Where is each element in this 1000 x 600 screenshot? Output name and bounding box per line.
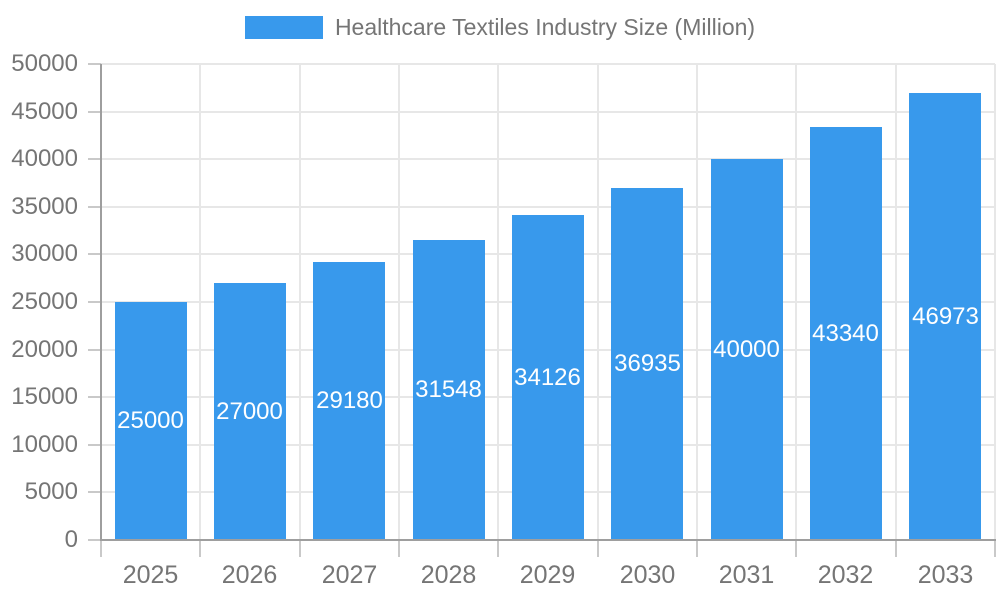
bar-value-label: 46973	[912, 303, 979, 330]
bar-value-label: 29180	[316, 387, 383, 414]
bar-value-label: 34126	[514, 364, 581, 391]
v-gridline	[199, 64, 201, 540]
y-axis-tick	[88, 253, 101, 255]
y-axis-label: 45000	[11, 98, 78, 125]
y-axis-label: 50000	[11, 50, 78, 77]
bar-value-label: 25000	[117, 407, 184, 434]
y-axis-label: 40000	[11, 145, 78, 172]
v-gridline	[497, 64, 499, 540]
bar-value-label: 31548	[415, 376, 482, 403]
y-axis-tick	[88, 301, 101, 303]
y-axis-label: 0	[64, 526, 78, 553]
v-gridline	[895, 64, 897, 540]
x-axis-label: 2033	[917, 561, 974, 589]
x-axis-tick	[895, 540, 897, 557]
legend-label: Healthcare Textiles Industry Size (Milli…	[334, 14, 756, 40]
x-axis-label: 2026	[221, 561, 278, 589]
bar[interactable]	[214, 283, 286, 540]
x-axis-label: 2030	[619, 561, 676, 589]
y-axis-tick	[88, 63, 101, 65]
y-axis-tick	[88, 206, 101, 208]
x-axis-label: 2027	[321, 561, 378, 589]
y-axis-label: 15000	[11, 383, 78, 410]
bar[interactable]	[413, 240, 485, 540]
y-axis-label: 25000	[11, 288, 78, 315]
bar-value-label: 43340	[812, 320, 879, 347]
bar-value-label: 36935	[614, 350, 681, 377]
y-axis-label: 35000	[11, 193, 78, 220]
bar[interactable]	[611, 188, 683, 540]
chart-legend: Healthcare Textiles Industry Size (Milli…	[0, 14, 1000, 41]
x-axis-label: 2032	[817, 561, 874, 589]
y-axis-label: 30000	[11, 240, 78, 267]
v-gridline	[696, 64, 698, 540]
legend-swatch-icon	[244, 16, 323, 39]
v-gridline	[795, 64, 797, 540]
legend-item[interactable]: Healthcare Textiles Industry Size (Milli…	[244, 14, 756, 41]
h-gridline	[101, 206, 995, 208]
v-gridline	[597, 64, 599, 540]
h-gridline	[101, 63, 995, 65]
y-axis-tick	[88, 111, 101, 113]
h-gridline	[101, 158, 995, 160]
x-axis-tick	[100, 540, 102, 557]
v-gridline	[994, 64, 996, 540]
bar[interactable]	[512, 215, 584, 540]
x-axis-label: 2029	[519, 561, 576, 589]
x-axis-tick	[795, 540, 797, 557]
x-axis-tick	[299, 540, 301, 557]
x-axis-tick	[199, 540, 201, 557]
x-axis-tick	[994, 540, 996, 557]
bar[interactable]	[909, 93, 981, 540]
bar-value-label: 40000	[713, 336, 780, 363]
bar-value-label: 27000	[216, 398, 283, 425]
x-axis-label: 2025	[122, 561, 179, 589]
y-axis-tick	[88, 396, 101, 398]
y-axis-tick	[88, 158, 101, 160]
y-axis-label: 5000	[24, 478, 78, 505]
y-axis-label: 20000	[11, 336, 78, 363]
x-axis-tick	[597, 540, 599, 557]
y-axis-line	[100, 64, 102, 541]
h-gridline	[101, 111, 995, 113]
x-axis-tick	[398, 540, 400, 557]
bar[interactable]	[313, 262, 385, 540]
v-gridline	[299, 64, 301, 540]
x-axis-label: 2028	[420, 561, 477, 589]
bar[interactable]	[810, 127, 882, 540]
y-axis-label: 10000	[11, 431, 78, 458]
x-axis-tick	[497, 540, 499, 557]
y-axis-tick	[88, 349, 101, 351]
x-axis-tick	[696, 540, 698, 557]
y-axis-tick	[88, 444, 101, 446]
x-axis-line	[101, 539, 996, 541]
y-axis-tick	[88, 539, 101, 541]
bar[interactable]	[115, 302, 187, 540]
x-axis-label: 2031	[718, 561, 775, 589]
v-gridline	[398, 64, 400, 540]
y-axis-tick	[88, 491, 101, 493]
bar[interactable]	[711, 159, 783, 540]
